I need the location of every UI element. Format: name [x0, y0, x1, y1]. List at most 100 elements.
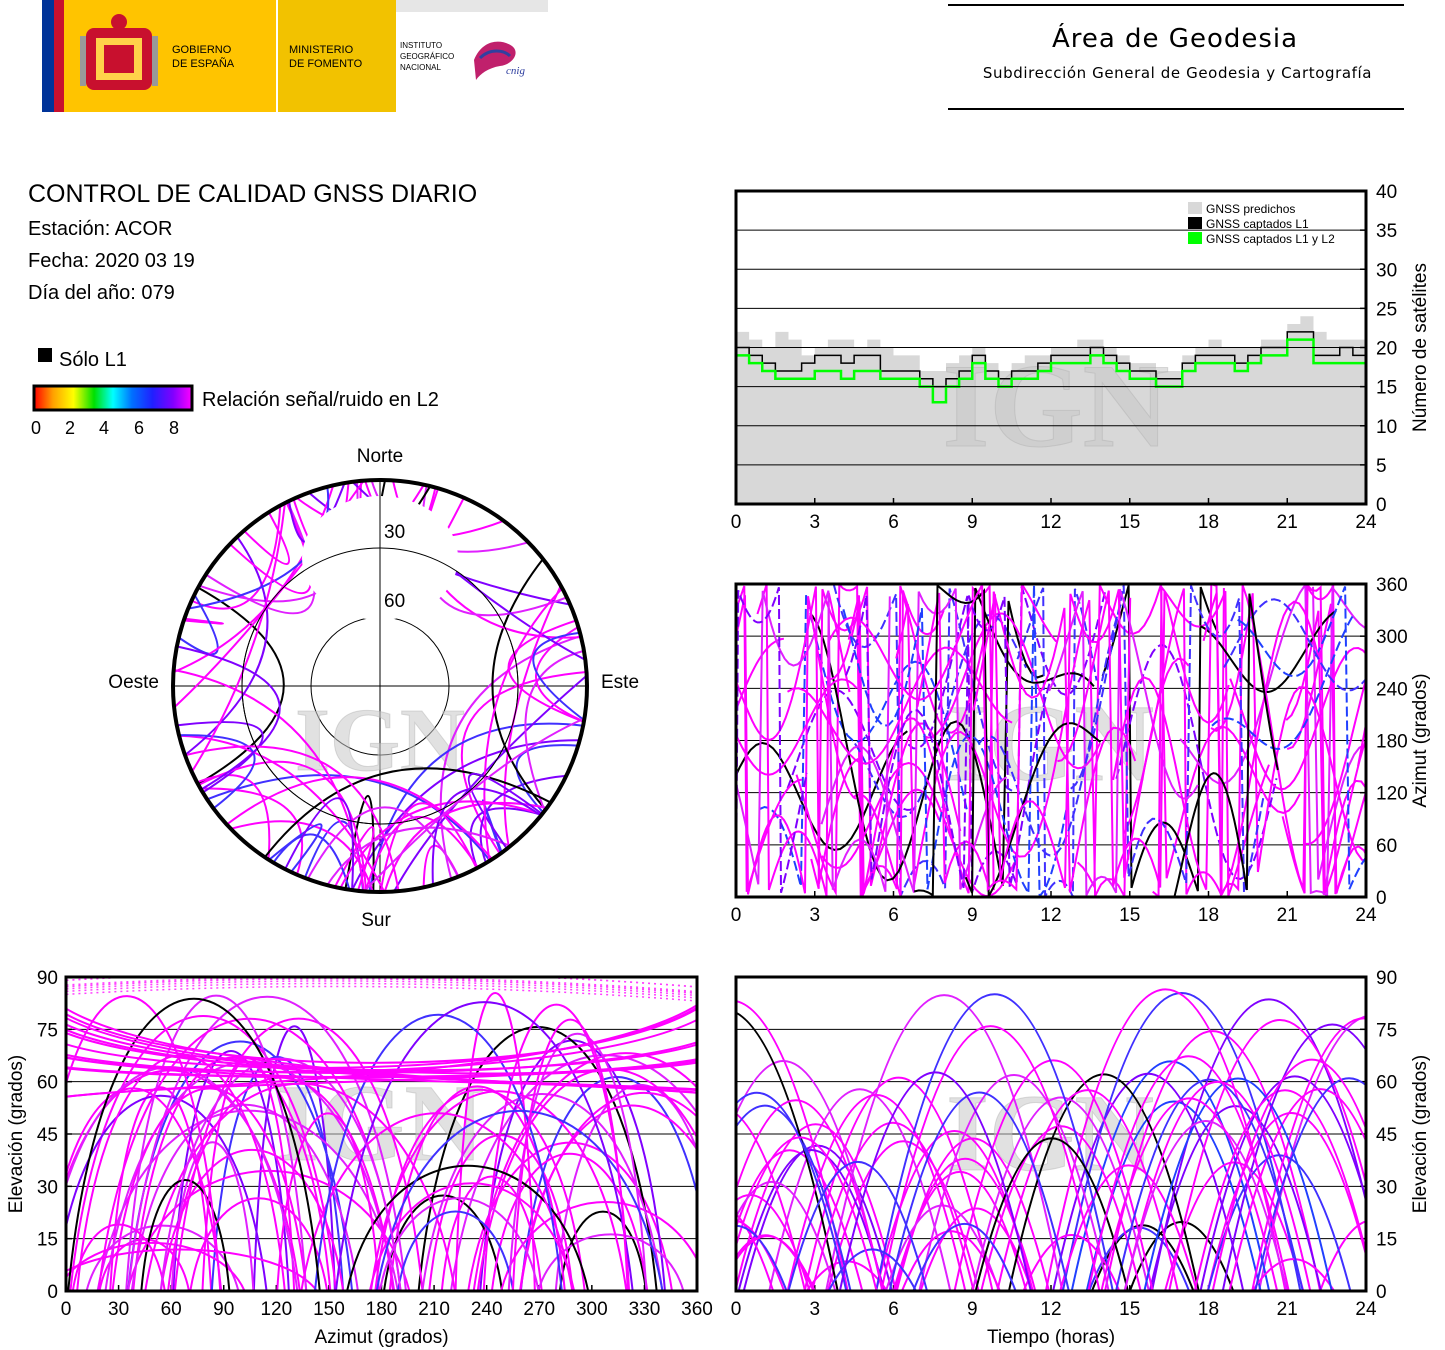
y-tick-label: 15	[1376, 1230, 1397, 1251]
et-track	[971, 1096, 1150, 1291]
sky-track	[503, 584, 562, 849]
az-track	[786, 689, 914, 811]
date-label: Fecha: 2020 03 19	[28, 250, 195, 272]
et-track	[787, 1161, 928, 1291]
sky-track	[176, 645, 281, 791]
az-track	[821, 761, 1016, 897]
y-tick-label: 60	[1376, 1073, 1397, 1094]
sky-track	[283, 797, 355, 892]
x-tick-label: 21	[1277, 905, 1298, 926]
logo-ign-line2: GEOGRÁFICO	[400, 52, 454, 61]
ea-track	[511, 1018, 629, 1291]
sky-track	[532, 631, 585, 721]
et-track	[827, 1248, 917, 1291]
az-track	[756, 584, 851, 897]
ea-track	[132, 1056, 332, 1291]
x-axis-label: Azimut (grados)	[314, 1327, 448, 1348]
et-track	[1221, 1023, 1366, 1291]
az-track	[1285, 610, 1366, 895]
az-track	[923, 612, 1101, 770]
sky-track	[173, 668, 365, 892]
sat-plot-area: IGN	[736, 316, 1366, 504]
x-tick-label: 15	[1119, 905, 1140, 926]
y-tick-label: 40	[1376, 182, 1397, 203]
ea-track	[454, 992, 536, 1291]
snr-tick-label: 2	[65, 418, 75, 438]
ea-plot-area: IGN	[66, 977, 697, 1291]
et-track	[827, 1140, 980, 1291]
az-track	[1057, 590, 1230, 888]
ea-track	[537, 1233, 685, 1291]
y-tick-label: 10	[1376, 417, 1397, 438]
sky-track	[368, 722, 584, 892]
az-track	[1048, 588, 1199, 896]
y-tick-label: 45	[1376, 1125, 1397, 1146]
ea-dotted-arc	[66, 982, 697, 999]
y-tick-label: 0	[1376, 1282, 1387, 1303]
x-tick-label: 0	[731, 905, 742, 926]
y-tick-label: 75	[1376, 1020, 1397, 1041]
az-track	[736, 637, 785, 713]
az-track	[820, 588, 1008, 893]
ea-track	[334, 1001, 634, 1291]
y-tick-label: 15	[1376, 378, 1397, 399]
et-track	[1123, 1120, 1288, 1291]
area-subtitle: Subdirección General de Geodesia y Carto…	[982, 64, 1373, 82]
az-track	[1223, 598, 1366, 692]
et-track	[1123, 1080, 1312, 1291]
ea-track	[375, 1110, 664, 1291]
et-track	[1168, 1019, 1366, 1291]
az-track	[736, 594, 857, 895]
et-track	[736, 1219, 786, 1291]
az-track	[1112, 584, 1321, 896]
logo-ign-line3: NACIONAL	[400, 63, 441, 72]
logo-cnig: cnig	[506, 65, 525, 77]
only-l1-swatch	[38, 348, 52, 362]
et-track	[1115, 1078, 1304, 1291]
ea-dotted-arc	[66, 977, 697, 994]
et-track	[737, 1149, 886, 1291]
y-tick-label: 45	[37, 1125, 58, 1146]
x-tick-label: 24	[1355, 905, 1377, 926]
az-track	[1210, 593, 1366, 873]
y-tick-label: 5	[1376, 456, 1387, 477]
az-track	[978, 604, 1122, 857]
snr-legend-label: Relación señal/ruido en L2	[202, 389, 439, 411]
doy-label: Día del año: 079	[28, 282, 175, 304]
x-tick-label: 210	[418, 1299, 450, 1320]
et-track	[736, 1181, 837, 1291]
x-tick-label: 12	[1040, 905, 1061, 926]
ea-dotted-arc	[66, 985, 697, 1002]
et-track	[875, 993, 1114, 1291]
sky-track	[197, 586, 285, 785]
series-l1l2-line	[736, 338, 1366, 404]
ea-track	[140, 1179, 231, 1291]
ea-dotted-arc	[66, 977, 697, 988]
logo-min-line2: DE FOMENTO	[289, 58, 363, 70]
et-track	[1319, 1220, 1366, 1291]
y-axis-label: Azimut (grados)	[1410, 673, 1431, 807]
sky-track	[183, 617, 224, 625]
ea-dotted-arc	[66, 977, 697, 993]
et-track	[953, 1059, 1154, 1291]
az-track	[736, 590, 891, 892]
et-track	[974, 1137, 1129, 1291]
et-track	[1143, 1077, 1333, 1291]
et-track	[901, 1230, 1001, 1291]
et-track	[736, 1112, 807, 1291]
az-track	[1229, 646, 1366, 791]
x-tick-label: 0	[61, 1299, 72, 1320]
az-track	[964, 587, 1095, 894]
x-tick-label: 30	[108, 1299, 129, 1320]
et-track	[1254, 1077, 1366, 1291]
y-tick-label: 15	[37, 1230, 58, 1251]
et-track	[1059, 1164, 1198, 1291]
az-track	[1076, 584, 1301, 891]
sky-ring-label: 30	[384, 522, 405, 543]
y-tick-label: 180	[1376, 732, 1408, 753]
ea-track	[554, 1083, 697, 1291]
header-rule-bottom	[948, 108, 1404, 110]
y-tick-label: 90	[1376, 968, 1397, 989]
y-tick-label: 30	[37, 1177, 58, 1198]
